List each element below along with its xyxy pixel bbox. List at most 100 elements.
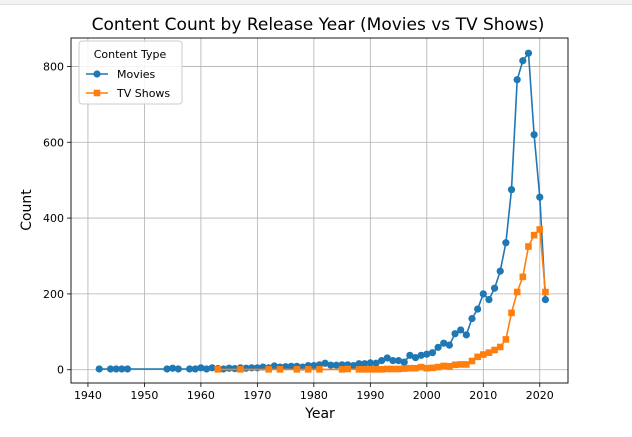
tv-shows-point xyxy=(508,309,515,317)
movies-point xyxy=(372,359,380,367)
movies-point xyxy=(95,365,103,373)
movies-point xyxy=(411,353,420,362)
tv-shows-point xyxy=(530,231,538,239)
tv-shows-point xyxy=(542,288,549,296)
x-tick-label: 1970 xyxy=(243,389,271,402)
movies-point xyxy=(378,357,386,365)
movies-point xyxy=(468,314,476,323)
movies-point xyxy=(417,351,425,359)
legend-tv-shows-label: TV Shows xyxy=(116,87,170,100)
tv-shows-point xyxy=(479,351,487,358)
movies-point xyxy=(366,359,374,367)
tv-shows-point xyxy=(265,366,272,373)
legend-movies-marker xyxy=(93,70,101,78)
x-axis-label: Year xyxy=(304,406,335,422)
movies-point xyxy=(530,131,538,139)
x-tick-label: 2000 xyxy=(413,389,441,402)
legend-title: Content Type xyxy=(94,48,167,61)
movies-point xyxy=(406,351,414,359)
tv-shows-point xyxy=(502,336,510,343)
y-tick-label: 600 xyxy=(43,136,64,149)
x-tick-label: 1980 xyxy=(300,389,328,402)
movies-point xyxy=(451,330,459,338)
movies-point xyxy=(282,363,290,371)
x-axis: 1940 1950 1960 1970 1980 1990 2000 2010 2020 xyxy=(74,383,554,402)
movies-point xyxy=(202,365,211,373)
tv-shows-point xyxy=(406,364,414,372)
y-tick-label: 800 xyxy=(43,60,64,73)
movies-point xyxy=(502,239,510,247)
tv-shows-point xyxy=(293,366,301,373)
x-tick-label: 2020 xyxy=(526,389,554,402)
movies-point xyxy=(434,343,442,351)
legend-tv-shows-marker xyxy=(93,89,101,97)
movies-point xyxy=(191,365,199,373)
movies-point xyxy=(507,186,516,194)
tv-shows-point xyxy=(446,363,453,370)
plot-series xyxy=(95,49,550,373)
tv-shows-point xyxy=(491,346,498,354)
movies-point xyxy=(163,365,171,373)
y-tick-label: 200 xyxy=(43,288,64,301)
tv-shows-point xyxy=(400,365,408,372)
page-top-edge xyxy=(0,0,632,5)
tv-shows-point xyxy=(361,366,368,373)
y-tick-label: 400 xyxy=(43,212,64,225)
tv-shows-point xyxy=(451,361,459,369)
legend: Content Type Movies TV Shows xyxy=(78,40,183,105)
movies-point xyxy=(332,361,341,369)
y-axis: 0 200 400 600 800 xyxy=(43,60,71,377)
movies-point xyxy=(400,358,408,366)
movies-point xyxy=(287,362,295,370)
movies-point xyxy=(485,295,493,304)
movies-point xyxy=(321,359,329,367)
movies-point xyxy=(270,362,278,370)
tv-shows-point xyxy=(344,365,352,373)
tv-shows-point xyxy=(237,366,244,373)
tv-shows-point xyxy=(412,364,419,372)
movies-point xyxy=(389,357,397,365)
movies-point xyxy=(541,295,550,304)
tv-shows-point xyxy=(525,243,532,250)
tv-shows-point xyxy=(395,365,402,373)
movies-point xyxy=(490,284,499,292)
tv-shows-point xyxy=(389,365,397,373)
plot-area-frame xyxy=(70,37,569,384)
movies-point xyxy=(186,365,194,373)
tv-shows-series xyxy=(214,226,549,373)
tv-shows-point xyxy=(338,366,346,373)
movies-point xyxy=(349,361,357,370)
tv-shows-point xyxy=(457,361,464,368)
y-tick-label: 0 xyxy=(57,364,64,377)
movies-point xyxy=(513,76,521,84)
tv-shows-point xyxy=(474,353,481,361)
movies-point xyxy=(118,365,126,373)
movies-point xyxy=(169,364,177,372)
movies-point xyxy=(457,326,465,334)
x-tick-label: 1950 xyxy=(130,389,158,402)
y-axis-label: Count xyxy=(19,189,35,231)
movies-point xyxy=(383,354,391,362)
movies-point xyxy=(479,290,487,298)
movies-point xyxy=(394,357,403,365)
tv-shows-point xyxy=(423,364,431,372)
movies-point xyxy=(462,331,470,339)
movies-point xyxy=(123,365,132,373)
movies-point xyxy=(327,361,335,369)
movies-point xyxy=(174,365,182,373)
movies-point xyxy=(355,360,363,368)
tv-shows-point xyxy=(355,366,363,373)
movies-point xyxy=(423,350,431,358)
tv-shows-point xyxy=(519,273,527,281)
tv-shows-point xyxy=(434,363,442,371)
x-tick-label: 1940 xyxy=(74,389,102,402)
tv-shows-point xyxy=(367,366,374,373)
movies-point xyxy=(208,364,216,372)
tv-shows-point xyxy=(276,366,284,373)
tv-shows-point xyxy=(536,226,544,233)
tv-shows-point xyxy=(513,288,521,296)
tv-shows-point xyxy=(440,362,448,370)
movies-point xyxy=(106,365,115,373)
legend-movies-label: Movies xyxy=(117,68,156,81)
